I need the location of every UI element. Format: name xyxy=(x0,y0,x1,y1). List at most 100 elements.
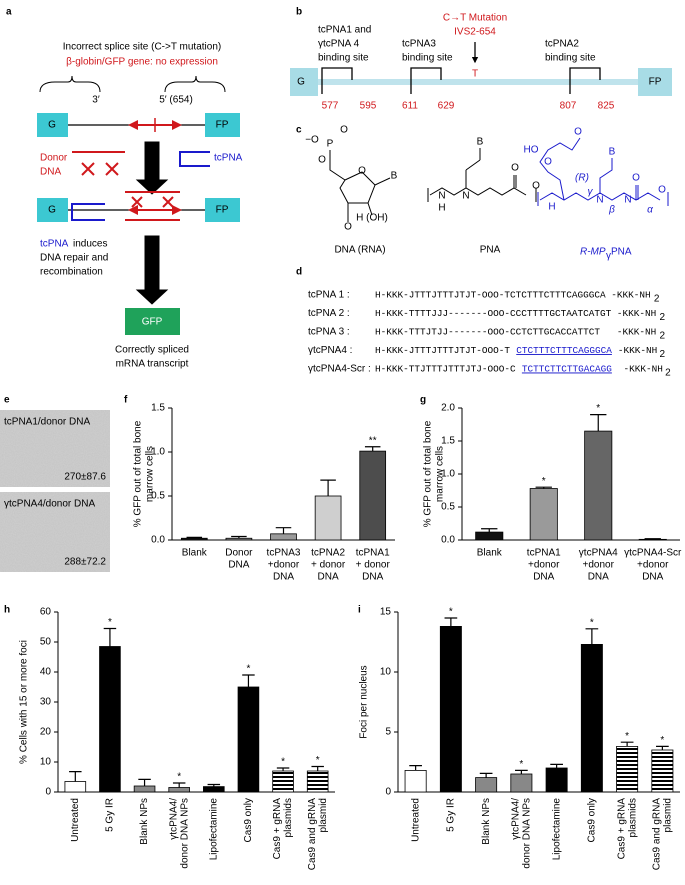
error-bar xyxy=(535,486,552,489)
error-bar xyxy=(275,527,292,534)
atom-label: γ xyxy=(588,187,594,198)
significance-mark: * xyxy=(542,476,546,487)
x-tick-label: γtcPNA4/ xyxy=(168,798,179,840)
atom-label: N xyxy=(462,191,469,202)
site-text: tcPNA1 and xyxy=(318,25,371,36)
bar xyxy=(545,767,568,793)
atom-label: O xyxy=(358,166,366,177)
y-tick-label: 1.0 xyxy=(151,447,165,458)
atom-label: N xyxy=(438,191,445,202)
bar xyxy=(133,785,156,793)
error-bar xyxy=(590,414,607,432)
error-bar xyxy=(276,767,290,771)
panel-b-drawing xyxy=(290,42,672,96)
mutation-text: IVS2-654 xyxy=(454,27,496,38)
y-axis-label: % GFP out of total bone xyxy=(133,420,144,527)
atom-label: (R) xyxy=(575,173,589,184)
y-axis-label: % GFP out of total bone xyxy=(423,420,434,527)
error-bar xyxy=(620,741,634,747)
caption-word: tcPNA xyxy=(40,239,69,250)
y-tick-label: 15 xyxy=(380,607,392,618)
bar xyxy=(529,488,558,541)
sequence-text: -KKK-NH xyxy=(612,345,657,356)
panel-letter: g xyxy=(420,395,426,406)
position-label: 629 xyxy=(438,101,455,112)
box-label: G xyxy=(48,120,56,131)
y-tick-label: 10 xyxy=(380,667,392,678)
x-tick-label: 5 Gy IR xyxy=(446,798,457,832)
y-tick-label: 0 xyxy=(45,787,51,798)
x-tick-label: Untreated xyxy=(70,798,81,842)
atom-label: H xyxy=(438,203,445,214)
box-label: G xyxy=(48,205,56,216)
x-tick-label: plasmid xyxy=(318,798,329,832)
significance-mark: * xyxy=(519,759,523,770)
result-text: Correctly spliced xyxy=(115,345,189,356)
error-bar xyxy=(186,536,203,539)
position-label: 595 xyxy=(360,101,377,112)
y-axis-label: marrow cells xyxy=(435,446,446,502)
panel-letter: b xyxy=(296,7,302,18)
bar xyxy=(439,626,462,793)
sequence-subscript: 2 xyxy=(660,349,666,360)
sequence-text: H-KKK-TTTTJJJ-------OOO-CCCTTTTGCTAATCAT… xyxy=(375,308,656,319)
sequence-text: -KKK-NH xyxy=(612,363,663,374)
sequence-subscript: 2 xyxy=(660,331,666,342)
structure-name: PNA xyxy=(611,247,632,258)
panel-a-drawing xyxy=(39,75,226,305)
error-bar xyxy=(311,765,324,771)
sequence-name: tcPNA 1 : xyxy=(308,290,350,301)
x-tick-label: γtcPNA4/ xyxy=(511,798,522,840)
bar xyxy=(306,770,329,793)
atom-label: O xyxy=(344,222,352,233)
error-bar xyxy=(444,617,458,627)
atom-label: B xyxy=(391,171,398,182)
y-tick-label: 0.0 xyxy=(151,535,165,546)
x-tick-label: Lipofectamine xyxy=(551,798,562,861)
x-tick-label: +donor xyxy=(268,560,300,571)
x-tick-label: DNA xyxy=(273,572,294,583)
atom-label: O xyxy=(544,157,552,168)
bar xyxy=(580,644,603,793)
atom-label: H xyxy=(548,202,555,213)
error-bar xyxy=(69,771,82,782)
x-tick-label: Cas9 only xyxy=(587,798,598,842)
box-label: FP xyxy=(649,77,662,88)
structure-name: PNA xyxy=(480,245,501,256)
x-tick-label: Blank NPs xyxy=(481,798,492,845)
error-bar xyxy=(409,765,422,771)
x-tick-label: Untreated xyxy=(410,798,421,842)
x-tick-label: plasmids xyxy=(283,798,294,837)
y-axis-label: % Cells with 15 or more foci xyxy=(19,640,30,764)
y-tick-label: 0.0 xyxy=(441,535,455,546)
error-bar xyxy=(656,745,669,750)
atom-label: N xyxy=(596,195,603,206)
position-label: 807 xyxy=(560,101,577,112)
x-tick-label: 5 Gy IR xyxy=(105,798,116,832)
y-tick-label: 0 xyxy=(385,787,391,798)
y-tick-label: 1.5 xyxy=(151,403,165,414)
bar xyxy=(475,531,504,541)
x-tick-label: Blank NPs xyxy=(139,798,150,845)
y-tick-label: 0.5 xyxy=(441,502,455,513)
panel-letter: a xyxy=(6,7,12,18)
error-bar xyxy=(320,479,336,496)
y-tick-label: 60 xyxy=(40,607,52,618)
x-tick-label: + donor xyxy=(311,560,346,571)
gene-text: β-globin/GFP gene: no expression xyxy=(66,57,218,68)
error-bar xyxy=(242,674,255,687)
sequence-text: H-KKK-JTTTJTTTJTJT-OOO-T xyxy=(375,345,516,356)
x-tick-label: tcPNA1 xyxy=(527,548,561,559)
sequence-subscript: 2 xyxy=(654,294,660,305)
x-tick-label: plasmid xyxy=(663,798,674,832)
panel-c-drawing xyxy=(329,137,669,222)
error-bar xyxy=(479,772,493,778)
splice-text: Incorrect splice site (C->T mutation) xyxy=(63,42,221,53)
significance-mark: * xyxy=(108,617,112,628)
gfp-label: GFP xyxy=(142,317,163,328)
result-text: mRNA transcript xyxy=(116,359,189,370)
significance-mark: ** xyxy=(369,435,377,446)
site-text: tcPNA2 xyxy=(545,39,579,50)
error-bar xyxy=(364,446,381,452)
y-tick-label: 5 xyxy=(385,727,391,738)
